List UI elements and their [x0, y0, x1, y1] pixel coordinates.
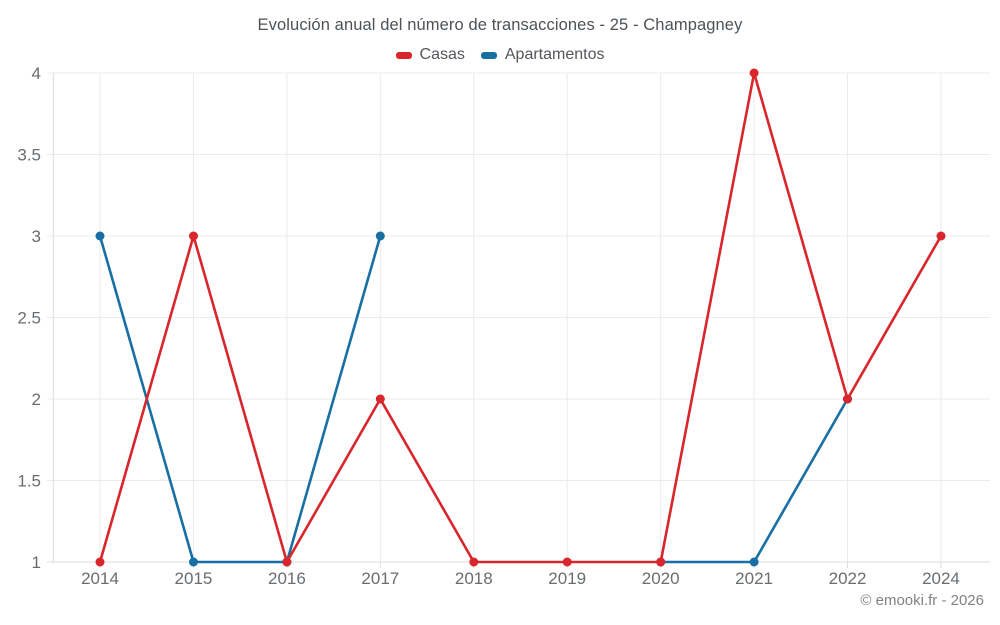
data-point-casas-2021[interactable]	[749, 68, 759, 78]
copyright-footer: © emooki.fr - 2026	[860, 592, 984, 609]
chart-legend: Casas Apartamentos	[0, 46, 1000, 64]
x-tick-label: 2019	[548, 569, 586, 588]
y-tick-label: 4	[32, 64, 41, 83]
x-tick-label: 2020	[642, 569, 680, 588]
data-point-casas-2019[interactable]	[562, 557, 572, 567]
data-point-casas-2018[interactable]	[469, 557, 479, 567]
legend-label: Apartamentos	[504, 46, 605, 63]
legend-label: Casas	[419, 46, 465, 63]
x-tick-label: 2024	[922, 569, 960, 588]
legend-item-casas[interactable]: Casas	[395, 46, 465, 64]
x-tick-label: 2015	[175, 569, 213, 588]
x-tick-label: 2017	[361, 569, 399, 588]
data-point-apartamentos-2021[interactable]	[749, 557, 759, 567]
x-tick-label: 2016	[268, 569, 306, 588]
data-point-apartamentos-2015[interactable]	[189, 557, 198, 567]
data-point-apartamentos-2014[interactable]	[95, 231, 105, 241]
data-point-casas-2014[interactable]	[95, 557, 105, 567]
x-tick-label: 2022	[829, 569, 867, 588]
data-point-casas-2022[interactable]	[843, 394, 852, 404]
y-tick-label: 3	[32, 227, 41, 246]
x-tick-label: 2018	[455, 569, 493, 588]
chart-title: Evolución anual del número de transaccio…	[257, 16, 743, 34]
data-point-casas-2016[interactable]	[282, 557, 292, 567]
legend-item-apartamentos[interactable]: Apartamentos	[480, 46, 605, 64]
data-point-casas-2024[interactable]	[936, 231, 946, 241]
data-point-apartamentos-2017[interactable]	[375, 231, 385, 241]
y-tick-label: 1.5	[17, 472, 41, 491]
y-tick-label: 2.5	[17, 309, 41, 328]
legend-swatch-casas	[395, 51, 412, 59]
data-point-casas-2017[interactable]	[375, 394, 385, 404]
data-point-casas-2015[interactable]	[189, 231, 198, 241]
x-tick-label: 2021	[735, 569, 773, 588]
y-tick-label: 1	[32, 553, 41, 572]
legend-swatch-apartamentos	[480, 51, 497, 59]
data-point-casas-2020[interactable]	[656, 557, 666, 567]
y-tick-label: 3.5	[17, 146, 41, 165]
series-line-casas	[98, 71, 943, 564]
y-tick-label: 2	[32, 390, 41, 409]
x-tick-label: 2014	[81, 569, 119, 588]
